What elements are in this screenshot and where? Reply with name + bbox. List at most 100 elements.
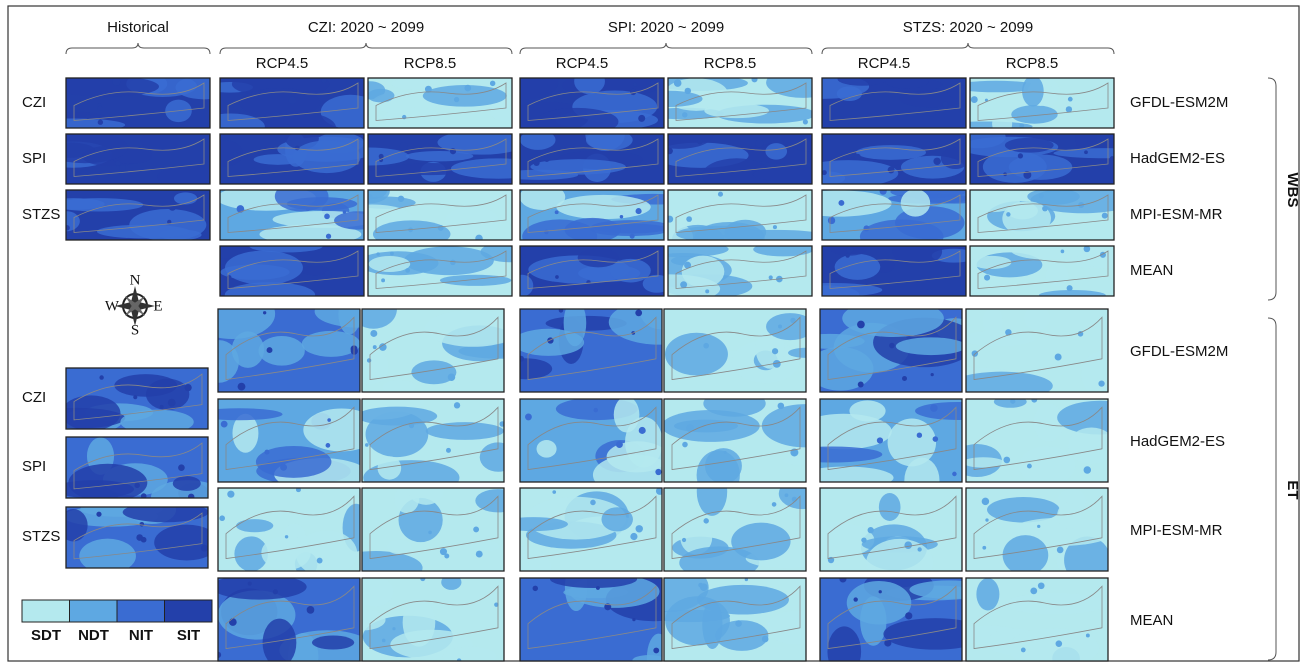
map-dot xyxy=(751,76,757,82)
map-dot xyxy=(263,311,266,314)
map-panel xyxy=(212,574,375,667)
map-dot xyxy=(1057,547,1064,554)
brace xyxy=(822,43,1114,54)
map-zone xyxy=(391,77,439,90)
map-dot xyxy=(322,78,327,83)
map-zone xyxy=(835,254,881,280)
map-fill xyxy=(355,77,521,130)
map-panel xyxy=(42,190,210,241)
compass-letter: S xyxy=(131,322,139,338)
map-panel xyxy=(820,570,989,667)
map-zone xyxy=(21,118,125,131)
map-fill xyxy=(42,190,210,241)
map-dot xyxy=(438,225,444,231)
map-dot xyxy=(168,399,176,407)
map-dot xyxy=(475,235,482,242)
map-dot xyxy=(845,253,849,257)
map-panel xyxy=(350,289,545,394)
map-zone xyxy=(225,282,315,307)
map-dot xyxy=(700,178,703,181)
map-panel xyxy=(21,73,231,132)
map-dot xyxy=(113,78,121,86)
map-dot xyxy=(1027,464,1032,469)
map-dot xyxy=(744,232,749,237)
map-fill xyxy=(787,185,1000,254)
map-zone xyxy=(798,466,893,489)
map-panel xyxy=(944,578,1108,667)
map-dot xyxy=(982,546,986,550)
index-label: SPI xyxy=(22,458,46,475)
map-dot xyxy=(110,493,118,501)
map-dot xyxy=(772,348,778,354)
map-dot xyxy=(544,157,549,162)
map-zone xyxy=(537,440,557,458)
map-dot xyxy=(323,175,326,178)
map-zone xyxy=(601,507,632,531)
map-dot xyxy=(630,533,637,540)
map-dot xyxy=(376,252,379,255)
map-dot xyxy=(930,404,938,412)
map-zone xyxy=(207,140,243,166)
map-zone xyxy=(798,160,899,187)
map-panel xyxy=(59,496,219,574)
map-dot xyxy=(1061,250,1065,254)
map-zone xyxy=(59,509,88,541)
map-dot xyxy=(971,96,978,103)
map-dot xyxy=(219,515,225,521)
map-zone xyxy=(1057,502,1081,529)
map-dot xyxy=(344,253,347,256)
map-dot xyxy=(596,586,600,590)
map-dot xyxy=(639,427,646,434)
map-dot xyxy=(289,96,296,103)
map-zone xyxy=(1022,76,1044,107)
map-dot xyxy=(620,215,623,218)
map-dot xyxy=(942,102,948,108)
map-fill xyxy=(970,235,1153,301)
map-dot xyxy=(879,590,882,593)
map-dot xyxy=(769,275,773,279)
map-dot xyxy=(682,112,687,117)
map-fill xyxy=(211,240,364,308)
map-dot xyxy=(633,83,637,87)
map-fill xyxy=(354,241,541,296)
map-dot xyxy=(454,402,460,408)
legend-label: SIT xyxy=(177,627,200,644)
map-dot xyxy=(1102,213,1108,219)
map-dot xyxy=(367,358,371,362)
map-panel xyxy=(195,399,379,491)
map-dot xyxy=(785,493,789,497)
map-dot xyxy=(857,321,865,329)
region-label: WBS xyxy=(1284,173,1301,208)
map-zone xyxy=(338,294,360,334)
map-dot xyxy=(273,589,278,594)
map-dot xyxy=(178,464,185,471)
map-dot xyxy=(544,230,548,234)
region-bracket xyxy=(1268,78,1276,300)
map-dot xyxy=(635,309,642,316)
column-header: Historical xyxy=(107,19,169,36)
map-dot xyxy=(238,383,246,391)
map-zone xyxy=(1011,241,1087,260)
map-dot xyxy=(140,522,145,527)
map-zone xyxy=(1009,154,1072,179)
compass-letter: W xyxy=(105,298,120,314)
map-zone xyxy=(765,143,787,159)
map-dot xyxy=(169,203,177,211)
model-label: MEAN xyxy=(1130,262,1173,279)
map-zone xyxy=(556,195,651,219)
map-zone xyxy=(837,86,862,101)
map-dot xyxy=(778,325,782,329)
map-dot xyxy=(792,497,797,502)
map-dot xyxy=(880,188,887,195)
map-panel xyxy=(495,487,664,591)
map-dot xyxy=(630,234,635,239)
map-zone xyxy=(972,256,1012,269)
map-panel xyxy=(340,574,504,666)
map-fill xyxy=(788,488,962,587)
map-dot xyxy=(698,583,703,588)
scenario-label: RCP8.5 xyxy=(704,55,757,72)
map-dot xyxy=(682,538,686,542)
map-zone xyxy=(574,68,605,94)
map-fill xyxy=(54,437,224,513)
map-dot xyxy=(188,494,194,500)
